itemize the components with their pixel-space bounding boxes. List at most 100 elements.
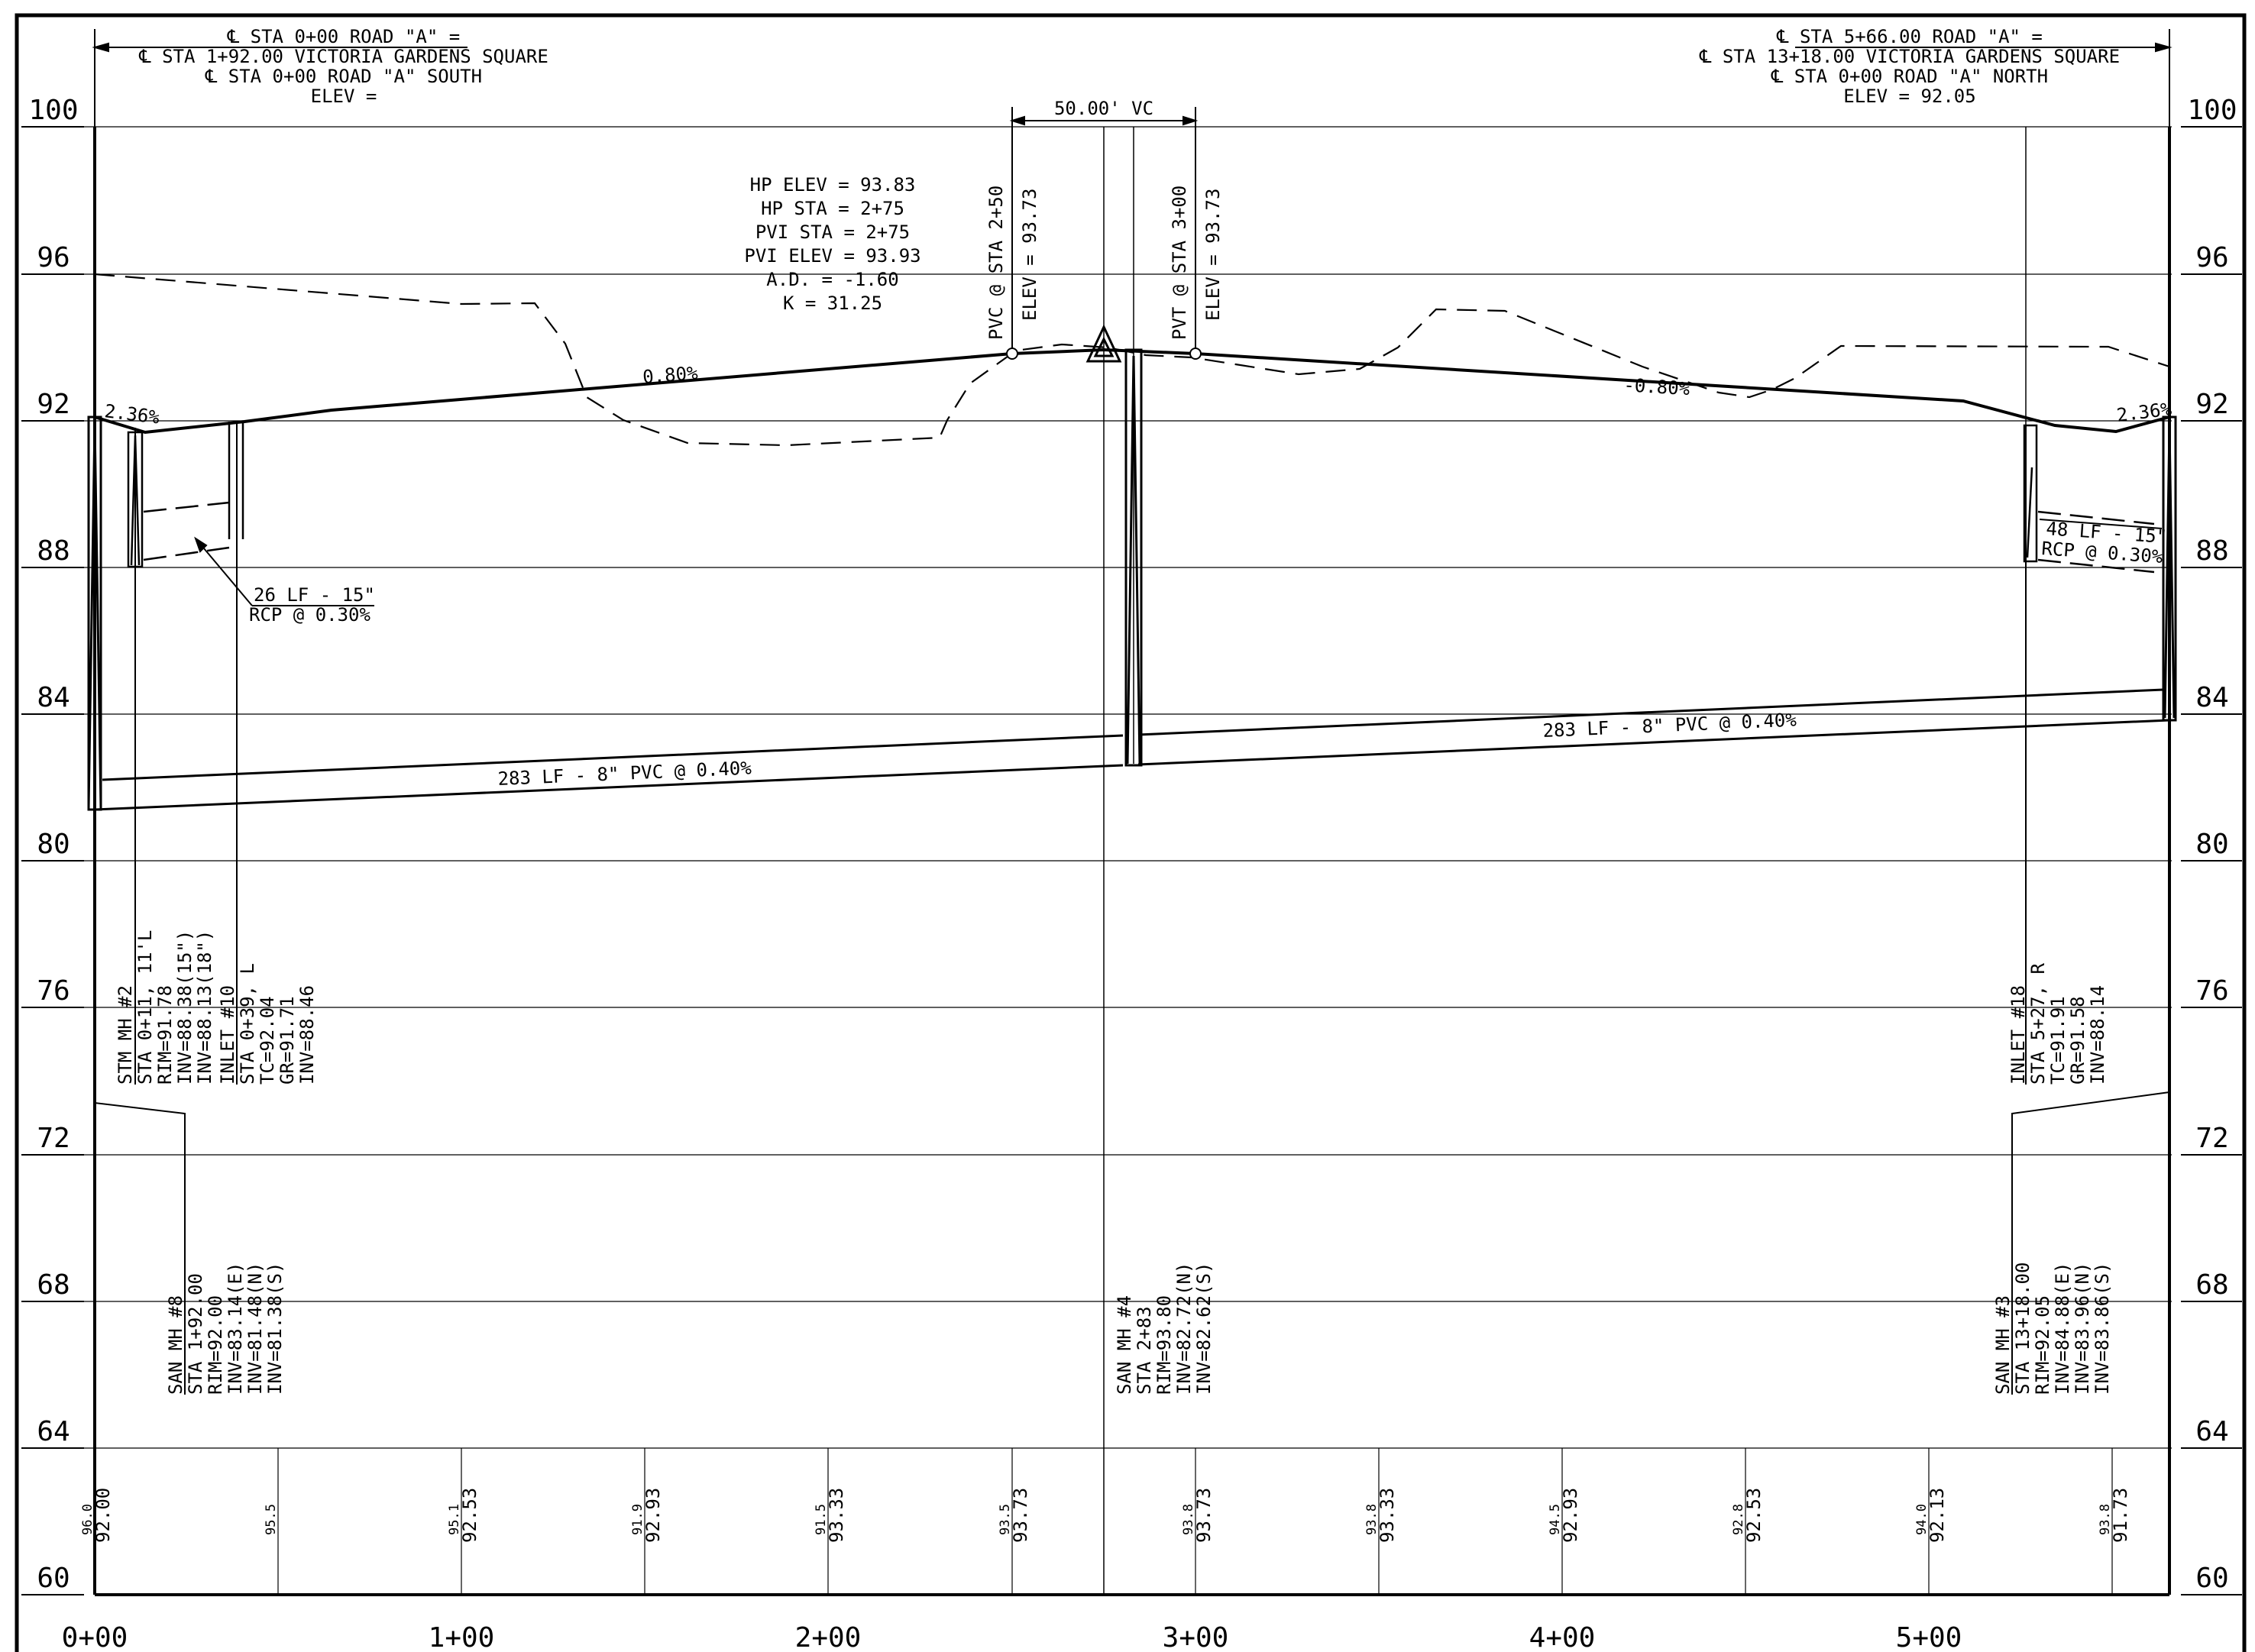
left-header-note: ℄ STA 0+00 ROAD "A" = ℄ STA 1+92.00 VICT…	[138, 26, 548, 107]
structure-line: STA 0+39, L	[237, 963, 258, 1085]
structure-line: TC=91.91	[2047, 996, 2069, 1085]
structure-line: INV=83.96(N)	[2072, 1262, 2093, 1395]
elev-label: 100	[2187, 95, 2237, 126]
structure-line: SAN MH #8	[165, 1295, 186, 1395]
existing-elev: 93.8	[1364, 1504, 1380, 1535]
elev-label: 92	[37, 389, 70, 420]
header-dimension-lines	[92, 29, 2172, 127]
sanitary-sewer-pipe	[94, 688, 2170, 811]
grade-label: -0.80%	[1623, 374, 1691, 399]
vc-dimension	[1009, 107, 1199, 355]
curve-data-line: HP ELEV = 93.83	[750, 174, 916, 196]
structure-line: INV=83.86(S)	[2092, 1262, 2113, 1395]
san-mh3-callout: SAN MH #3 STA 13+18.00 RIM=92.05 INV=84.…	[1992, 1262, 2113, 1395]
san-mh4-callout: SAN MH #4 STA 2+83 RIM=93.80 INV=82.72(N…	[1114, 1262, 1215, 1395]
elevation-labels-left: 100 96 92 88 84 80 76 72 68 64 60	[28, 95, 78, 1594]
pvt-label: PVT @ STA 3+00	[1169, 186, 1190, 340]
elev-label: 84	[37, 682, 70, 713]
elev-label: 64	[2195, 1416, 2228, 1447]
existing-elev: 92.8	[1731, 1504, 1746, 1535]
right-header-line: ℄ STA 0+00 ROAD "A" NORTH	[1771, 66, 2048, 87]
elev-label: 64	[37, 1416, 70, 1447]
curve-data-line: A.D. = -1.60	[766, 269, 898, 290]
existing-elev: 95.5	[264, 1504, 279, 1535]
vertical-curve-data: HP ELEV = 93.83 HP STA = 2+75 PVI STA = …	[744, 174, 920, 314]
elev-label: 96	[2195, 242, 2228, 273]
structure-leaders	[94, 422, 2170, 1395]
storm-pipe-label: RCP @ 0.30%	[249, 604, 370, 626]
left-header-line: ℄ STA 0+00 ROAD "A" SOUTH	[205, 66, 482, 87]
left-header-line: ℄ STA 0+00 ROAD "A" =	[227, 26, 460, 47]
elev-label: 88	[2195, 535, 2228, 567]
structure-line: GR=91.58	[2067, 996, 2088, 1085]
left-header-line: ELEV =	[311, 86, 377, 107]
structure-line: INV=81.38(S)	[264, 1262, 286, 1395]
station-label: 5+00	[1896, 1622, 1962, 1652]
stm-mh2-callout: STM MH #2 STA 0+11, 11'L RIM=91.78 INV=8…	[115, 930, 215, 1085]
san-mh8-callout: SAN MH #8 STA 1+92.00 RIM=92.00 INV=83.1…	[165, 1262, 286, 1395]
elev-label: 88	[37, 535, 70, 567]
structure-line: STM MH #2	[115, 985, 136, 1085]
pvc-marker	[1006, 348, 1018, 360]
proposed-elev: 92.13	[1927, 1488, 1948, 1543]
structure-line: SAN MH #3	[1992, 1295, 2014, 1395]
structure-line: RIM=92.00	[205, 1295, 226, 1395]
existing-elev: 96.0	[80, 1504, 95, 1535]
elev-label: 68	[37, 1269, 70, 1301]
proposed-elev: 92.93	[642, 1488, 664, 1543]
elev-label: 92	[2195, 389, 2228, 420]
structure-line: SAN MH #4	[1114, 1295, 1135, 1395]
structure-line: INV=82.72(N)	[1173, 1262, 1195, 1395]
existing-elev: 91.9	[630, 1504, 645, 1535]
existing-elev: 94.0	[1914, 1504, 1930, 1535]
pvi-triangle-icon	[1085, 324, 1122, 363]
structure-line: INV=83.14(E)	[225, 1262, 246, 1395]
structure-line: INLET #18	[2007, 985, 2029, 1085]
right-header-note: ℄ STA 5+66.00 ROAD "A" = ℄ STA 13+18.00 …	[1699, 26, 2120, 107]
storm-pipe-leader-right	[2039, 519, 2163, 529]
structure-line: GR=91.71	[277, 996, 298, 1085]
grade-label: 2.36%	[2115, 398, 2173, 426]
structure-line: INV=88.46	[296, 985, 318, 1085]
station-label: 3+00	[1163, 1622, 1229, 1652]
bottom-elevation-readouts: 96.0 92.00 95.5 95.1 92.53 91.9 92.93 91…	[80, 1488, 2131, 1543]
structure-line: INV=88.13(18")	[194, 930, 215, 1085]
inlet18-callout: INLET #18 STA 5+27, R TC=91.91 GR=91.58 …	[2007, 963, 2108, 1085]
elev-label: 60	[2195, 1563, 2228, 1594]
station-label: 1+00	[429, 1622, 495, 1652]
proposed-elev: 93.33	[826, 1488, 847, 1543]
elev-label: 80	[2195, 829, 2228, 860]
right-header-line: ELEV = 92.05	[1843, 86, 1975, 107]
existing-elev: 93.5	[998, 1504, 1013, 1535]
inlet10-callout: INLET #10 STA 0+39, L TC=92.04 GR=91.71 …	[217, 963, 318, 1085]
proposed-elev: 92.93	[1560, 1488, 1581, 1543]
existing-elev: 91.5	[814, 1504, 829, 1535]
storm-pipe-leader	[194, 536, 374, 606]
storm-structures	[127, 422, 2038, 568]
elev-label: 96	[37, 242, 70, 273]
structure-line: INV=88.14	[2087, 985, 2108, 1085]
curve-data-line: PVI STA = 2+75	[755, 221, 910, 243]
grade-label: 0.80%	[642, 362, 699, 388]
structure-line: STA 13+18.00	[2012, 1262, 2033, 1395]
station-ticks	[277, 1448, 2113, 1595]
curve-data-line: HP STA = 2+75	[761, 198, 904, 219]
storm-pipe-label: 26 LF - 15"	[254, 584, 375, 606]
elevation-gridlines	[84, 126, 2172, 1449]
elevation-labels-right: 100 96 92 88 84 80 76 72 68 64 60	[2187, 95, 2237, 1594]
right-header-line: ℄ STA 5+66.00 ROAD "A" =	[1776, 26, 2043, 47]
pvc-elev-label: ELEV = 93.73	[1019, 189, 1040, 321]
elev-label: 68	[2195, 1269, 2228, 1301]
structure-line: INLET #10	[217, 985, 238, 1085]
proposed-elev: 91.73	[2110, 1488, 2131, 1543]
existing-elev: 93.8	[1181, 1504, 1196, 1535]
pvc-label: PVC @ STA 2+50	[985, 186, 1007, 340]
station-label: 0+00	[62, 1622, 128, 1652]
elev-label: 80	[37, 829, 70, 860]
structure-line: INV=84.88(E)	[2052, 1262, 2073, 1395]
elev-label: 60	[37, 1563, 70, 1594]
proposed-elev: 93.73	[1010, 1488, 1031, 1543]
proposed-elev: 93.33	[1377, 1488, 1398, 1543]
structure-line: STA 1+92.00	[185, 1273, 206, 1395]
